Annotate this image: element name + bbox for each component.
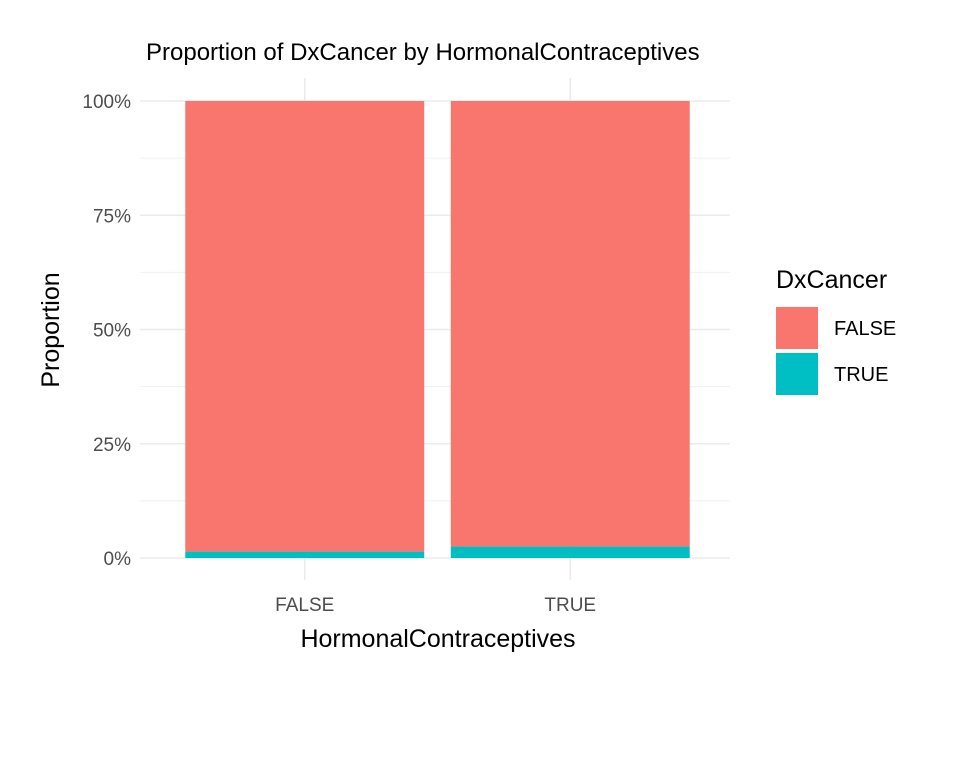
x-axis-ticks: FALSE TRUE [275, 595, 596, 616]
legend-label: FALSE [834, 318, 896, 340]
y-tick-label: 100% [82, 92, 131, 113]
legend: DxCancer FALSE TRUE [776, 266, 896, 395]
x-tick-label: FALSE [275, 595, 334, 616]
legend-key-false [776, 307, 818, 349]
y-axis-title: Proportion [37, 272, 65, 387]
x-tick-label: TRUE [544, 595, 596, 616]
bar-true-false [450, 101, 690, 547]
y-tick-label: 25% [93, 435, 131, 456]
bar-false-false [185, 101, 425, 552]
y-tick-label: 0% [104, 549, 132, 570]
legend-title: DxCancer [776, 266, 887, 294]
legend-items: FALSE TRUE [776, 307, 896, 395]
bar-false-true [185, 551, 425, 558]
bars [185, 101, 690, 558]
y-tick-label: 50% [93, 321, 131, 342]
y-tick-label: 75% [93, 206, 131, 227]
y-axis-ticks: 0% 25% 50% 75% 100% [82, 92, 131, 570]
legend-label: TRUE [834, 364, 888, 386]
chart-title: Proportion of DxCancer by HormonalContra… [146, 39, 700, 66]
x-axis-title: HormonalContraceptives [300, 625, 575, 653]
legend-key-true [776, 353, 818, 395]
bar-true-true [450, 546, 690, 558]
